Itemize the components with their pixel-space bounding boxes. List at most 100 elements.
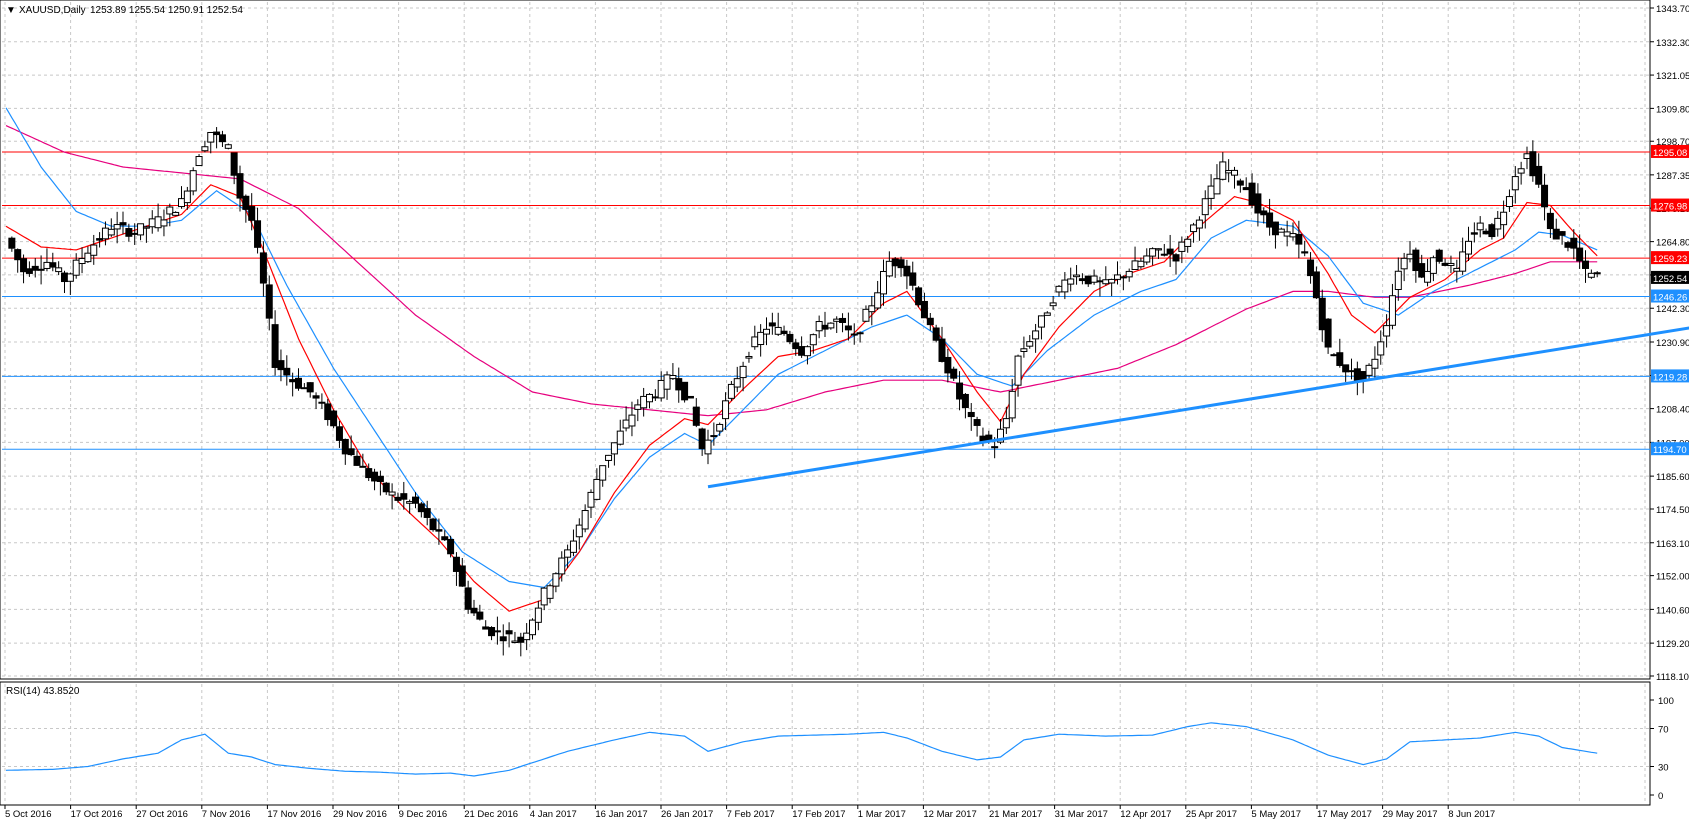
candle-bear [961,393,969,409]
candle-bull [880,270,887,295]
candle-bear [365,468,373,479]
candle-bear [435,529,443,532]
candle-bear [844,325,852,331]
candle-bull [1008,390,1016,419]
candle-bull [148,218,156,228]
candle-bear [1535,165,1543,185]
candle-bull [803,346,811,357]
candle-bear [429,518,437,531]
time-tick-label: 27 Oct 2016 [136,809,188,820]
candle-bear [61,272,68,283]
candle-bull [1365,364,1373,376]
candle-bull [610,442,618,455]
candle-bull [1026,341,1034,347]
price-series [8,127,1601,657]
candle-bull [37,268,45,271]
candle-bull [1154,248,1162,251]
candle-bull [1096,280,1104,283]
price-axis: 1343.70 1332.30 1321.05 1309.80 1298.70 1287.… [1650,4,1689,683]
candle-bull [739,365,747,379]
candle-bull [593,478,601,500]
candle-bear [768,322,776,327]
candle-bull [727,383,735,399]
candle-bear [283,367,291,376]
candle-bear [412,496,419,504]
candle-bear [1418,263,1426,278]
candle-bull [66,273,74,282]
price-tick-label: 1208.40 [1656,405,1689,416]
support-trendline[interactable] [707,324,1689,489]
candle-bull [733,378,741,388]
candle-bull [646,393,653,403]
candle-bull [1400,257,1408,270]
candle-bull [569,540,577,553]
candle-bull [493,630,501,633]
candle-bear [792,342,800,350]
candle-bull [616,430,624,445]
candle-bull [534,607,542,623]
price-tick-label: 1264.80 [1656,238,1689,249]
time-tick-label: 16 Jan 2017 [595,809,647,820]
sma-slow-line [5,125,1598,417]
candle-bear [1529,151,1537,177]
candle-bear [335,426,343,441]
resistance-level-tag [1651,198,1689,212]
candle-bull [1178,241,1186,252]
candle-bull [809,334,817,346]
candle-bull [640,395,648,409]
chart-header-arrow-icon[interactable]: ▼ [6,5,16,16]
candle-bear [382,482,390,493]
support-level-label: 1246.26 [1653,293,1687,304]
support-level-tag [1651,442,1689,456]
candle-bull [997,428,1004,443]
candle-bear [1295,233,1303,245]
candle-bull [406,501,414,504]
time-tick-label: 29 May 2017 [1383,809,1438,820]
candle-bear [1312,271,1320,299]
price-tick-label: 1118.10 [1656,672,1689,683]
candle-bull [716,423,724,432]
candle-bear [1552,228,1560,240]
candle-bear [909,272,917,286]
candle-bull [359,465,367,468]
candle-bull [84,252,92,263]
candle-bear [259,252,267,284]
candle-bull [599,465,607,481]
time-tick-label: 5 Oct 2016 [5,809,51,820]
horizontal-levels [2,151,1650,450]
candle-bear [400,493,408,500]
time-tick-label: 31 Mar 2017 [1055,809,1108,820]
candle-bull [1517,168,1525,174]
candle-bull [1073,274,1081,278]
candle-bear [1541,184,1549,208]
candle-bull [885,260,893,277]
candle-bull [622,419,630,429]
candle-bull [745,355,753,359]
candle-bear [1488,224,1496,238]
candle-bear [488,627,496,637]
candle-bull [751,336,759,348]
candle-bull [137,223,145,236]
candle-bull [1067,278,1075,285]
candle-bear [967,411,975,418]
candle-bear [920,300,928,319]
rsi-series [5,722,1598,777]
candle-bear [1260,210,1268,216]
candle-bull [1505,196,1513,208]
candle-bull [1394,270,1402,290]
trendline-layer[interactable] [707,324,1689,489]
candle-bull [1131,260,1139,270]
candle-bear [1307,259,1315,277]
candle-bear [1593,272,1601,275]
candle-bull [1511,176,1519,191]
candle-bull [827,322,835,329]
candle-bear [1342,364,1350,373]
price-tick-label: 1242.30 [1656,304,1689,315]
chart-symbol: XAUUSD,Daily [19,5,86,16]
candle-bear [96,238,104,241]
candle-bear [470,607,478,614]
candle-bull [529,619,536,636]
rsi-tick-label: 30 [1658,763,1669,774]
